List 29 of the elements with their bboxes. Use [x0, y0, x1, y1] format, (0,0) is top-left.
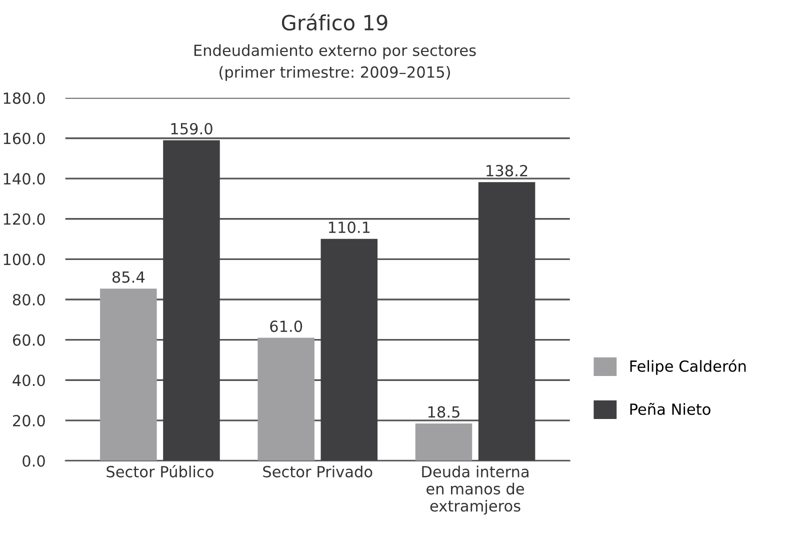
data-label: 110.1 [328, 222, 370, 234]
y-tick-label: 100.0 [4, 254, 45, 266]
bar [320, 238, 378, 461]
y-tick-label: 120.0 [4, 213, 45, 225]
bar [163, 140, 220, 461]
y-tick-label: 40.0 [12, 374, 45, 386]
y-tick-label: 160.0 [4, 132, 45, 144]
legend-label: Peña Nieto [630, 402, 710, 415]
y-tick-label: 80.0 [12, 294, 45, 306]
chart-title: Gráfico 19 [282, 14, 388, 31]
y-tick-label: 20.0 [13, 414, 45, 426]
y-tick-label: 60.0 [12, 334, 45, 346]
data-label: 159.0 [171, 122, 212, 135]
x-tick-label: Sector Privado [263, 466, 372, 478]
y-tick-label: 180.0 [4, 92, 45, 104]
data-label: 138.2 [486, 164, 528, 176]
chart-subtitle: Endeudamiento externo por sectores (primer trimestre: 2009–2015) [194, 44, 476, 81]
bar [100, 288, 157, 461]
legend-label: Felipe Calderón [630, 359, 746, 375]
y-tick-label: 140.0 [4, 173, 45, 185]
y-tick-label: 0.0 [22, 455, 45, 467]
bar [415, 423, 472, 461]
data-label: 85.4 [112, 271, 145, 283]
bar [258, 338, 314, 461]
x-tick-label: Sector Público [106, 465, 214, 478]
data-label: 18.5 [428, 406, 460, 418]
x-tick-label: Deuda interna en manos de extramjeros [422, 466, 528, 515]
bar [478, 182, 536, 461]
data-label: 61.0 [270, 320, 302, 332]
